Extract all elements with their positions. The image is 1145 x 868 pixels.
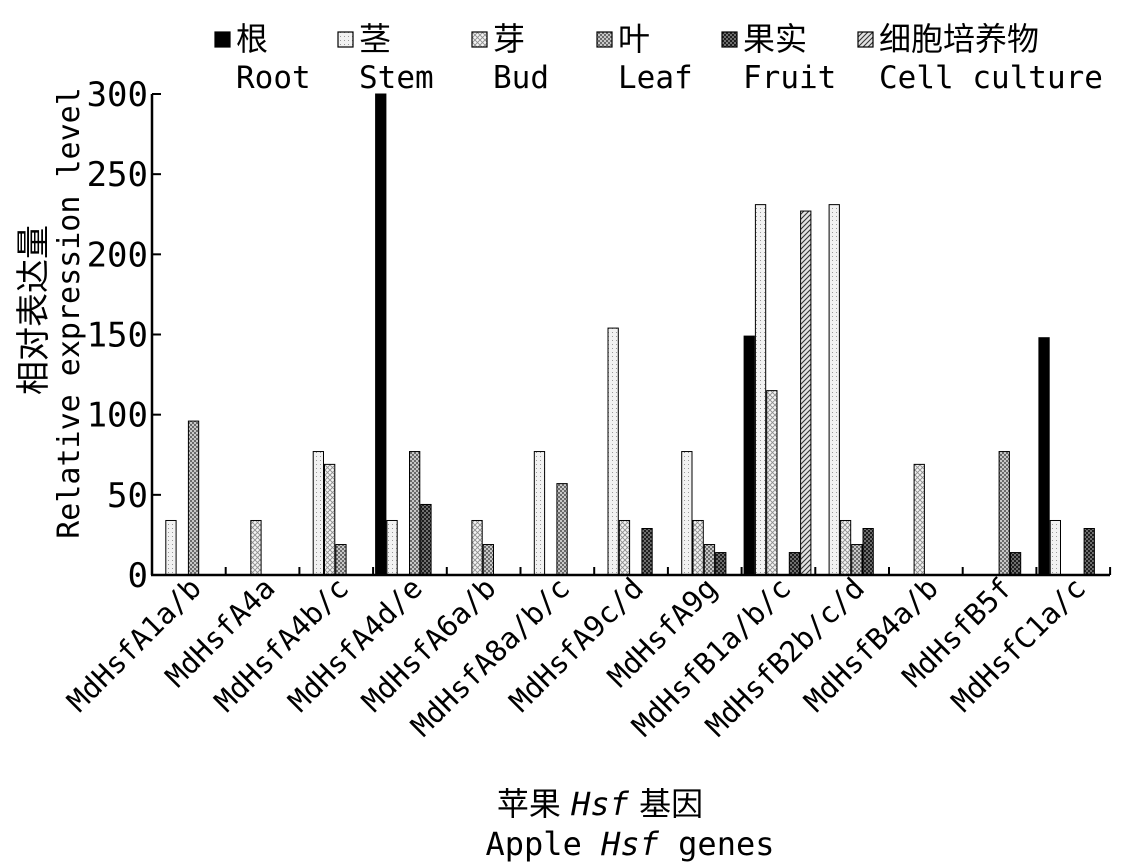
y-tick-label: 300 (87, 75, 148, 115)
y-tick-label: 100 (87, 396, 148, 436)
legend-label-en: Bud (493, 60, 549, 96)
y-tick-label: 250 (87, 155, 148, 195)
legend-label-cn: 果实 (743, 20, 807, 58)
y-tick-label: 200 (87, 235, 148, 275)
bar-bud (692, 519, 704, 576)
bar-fruit (862, 528, 874, 576)
bar-stem (607, 327, 619, 576)
legend-label-cn: 根 (236, 20, 268, 58)
bar-bud (471, 519, 483, 576)
bar-cell-culture (800, 210, 812, 576)
bar-root (375, 93, 387, 576)
bar-leaf (998, 451, 1010, 576)
bar-leaf (409, 451, 421, 576)
bars-area (165, 93, 1112, 576)
bar-stem (165, 519, 177, 576)
bar-stem (533, 451, 546, 576)
bar-fruit (641, 528, 653, 576)
legend-swatch (857, 31, 874, 48)
bar-fruit (1009, 552, 1022, 576)
bar-bud (618, 519, 631, 576)
legend-swatch (721, 31, 738, 48)
x-axis-label-cn: 苹果 Hsf 基因 (497, 785, 703, 823)
legend-label-cn: 芽 (493, 20, 525, 58)
legend-swatch (471, 31, 488, 48)
bar-stem (754, 204, 767, 576)
bar-leaf (556, 483, 568, 576)
y-tick-label: 150 (87, 316, 148, 356)
bar-stem (312, 451, 325, 576)
x-axis-label-en: Apple Hsf genes (486, 825, 775, 863)
bar-bud (913, 463, 925, 576)
bar-leaf (482, 544, 495, 576)
y-axis-label-en: Relative expression level (52, 87, 87, 539)
y-axis-label-cn: 相对表达量 (14, 225, 54, 395)
bar-root (1038, 337, 1050, 576)
bar-stem (1049, 519, 1061, 576)
legend-label-en: Root (236, 60, 311, 96)
legend-label-en: Leaf (618, 60, 693, 96)
legend-label-en: Fruit (743, 60, 836, 96)
legend-label-cn: 叶 (618, 20, 650, 58)
bar-stem (386, 519, 398, 576)
bar-leaf (703, 544, 716, 576)
bar-root (743, 335, 755, 576)
bar-leaf (187, 420, 200, 576)
y-tick-label: 50 (107, 476, 148, 516)
bar-bud (324, 463, 336, 576)
legend-label-cn: 细胞培养物 (879, 20, 1039, 58)
bar-leaf (335, 544, 347, 576)
legend-label-cn: 茎 (359, 20, 391, 58)
y-tick-label: 0 (128, 556, 148, 596)
bar-fruit (788, 552, 801, 576)
y-axis-ticks: 0 50 100 150 200 250 300 (87, 75, 161, 596)
bar-bud (250, 519, 262, 576)
bar-fruit (715, 552, 727, 576)
bar-fruit (420, 503, 432, 576)
bar-bud (839, 519, 852, 576)
bar-bud (766, 390, 778, 576)
bar-fruit (1083, 528, 1095, 576)
bar-stem (828, 204, 840, 576)
bar-stem (681, 451, 693, 576)
legend-swatch (214, 31, 231, 48)
legend-swatch (596, 31, 613, 48)
bar-leaf (851, 544, 863, 576)
legend-label-en: Cell culture (879, 60, 1103, 96)
legend-swatch (337, 31, 354, 48)
x-axis-category-labels: MdHsfA1a/bMdHsfA4aMdHsfA4b/cMdHsfA4d/eMd… (60, 571, 1092, 743)
legend-label-en: Stem (359, 60, 434, 96)
